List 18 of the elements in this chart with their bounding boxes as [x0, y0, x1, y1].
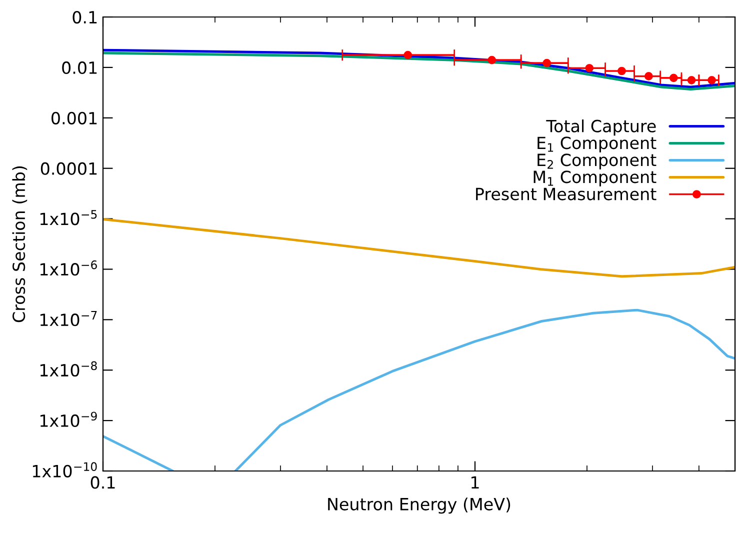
y-tick-label: 0.1	[72, 10, 97, 24]
y-tick-label: 1x10$^{−8}$	[40, 361, 97, 377]
y-tick-label: 1x10$^{−9}$	[40, 412, 97, 427]
legend-label: Present Measurement	[476, 188, 656, 200]
y-tick-label: 1x10$^{−5}$	[40, 210, 97, 226]
y-tick-label: 1x10$^{−7}$	[40, 311, 97, 326]
legend-label: Total Capture	[546, 119, 656, 136]
y-tick-label: 0.0001	[40, 162, 97, 175]
y-axis-title: Cross Section (mb)	[12, 166, 28, 322]
legend-label: E$_{2}$ Component	[538, 154, 656, 170]
x-axis-title: Neutron Energy (MeV)	[328, 498, 510, 514]
x-tick-label: 1	[472, 476, 479, 489]
y-tick-label: 0.01	[62, 61, 97, 74]
legend-label: M$_{1}$ Component	[534, 170, 656, 186]
y-tick-label: 1x10$^{−6}$	[40, 260, 97, 276]
y-tick-label: 1x10$^{−10}$	[32, 462, 97, 478]
y-tick-label: 0.001	[52, 112, 97, 124]
legend-label: E$_{1}$ Component	[538, 136, 656, 152]
